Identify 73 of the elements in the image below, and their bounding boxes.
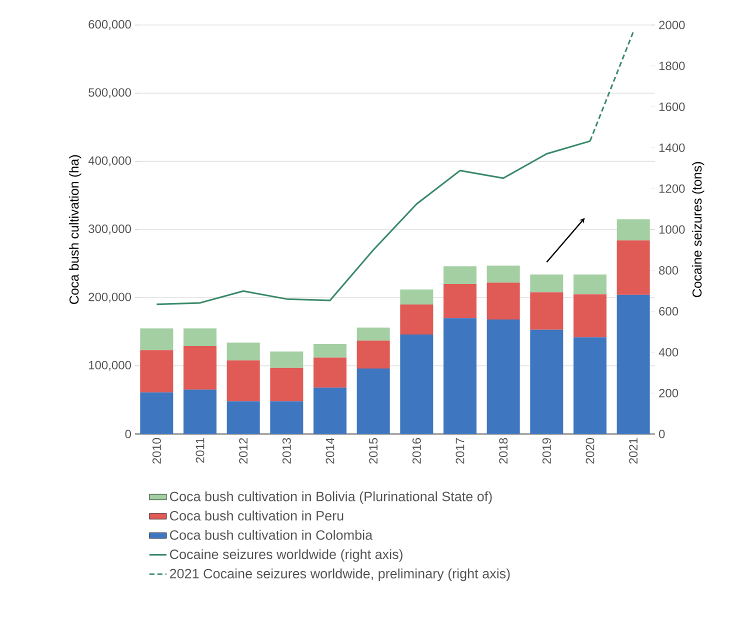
bar bbox=[486, 266, 520, 283]
bar bbox=[226, 342, 260, 360]
bar bbox=[226, 401, 260, 434]
bar bbox=[356, 328, 390, 341]
bar bbox=[444, 318, 476, 434]
bar bbox=[574, 274, 606, 294]
y-tick-label: 600,000 bbox=[88, 20, 131, 30]
bar bbox=[444, 284, 476, 318]
bar bbox=[486, 282, 520, 320]
legend-label: Coca bush cultivation in Bolivia (Plurinational State of) bbox=[170, 491, 492, 504]
x-tick-label: 2016 bbox=[412, 438, 421, 464]
y2-tick-label: 200 bbox=[659, 388, 678, 398]
bar bbox=[184, 346, 217, 390]
x-tick-label: 2020 bbox=[586, 438, 594, 464]
x-tick-label: 2021 bbox=[629, 438, 638, 464]
bar bbox=[314, 344, 347, 358]
y2-tick-label: 1000 bbox=[659, 225, 685, 234]
bar bbox=[140, 328, 174, 350]
y2-tick-label: 600 bbox=[659, 307, 678, 316]
bar bbox=[356, 340, 390, 369]
bar bbox=[486, 319, 520, 434]
bar bbox=[226, 360, 260, 402]
x-tick-label: 2015 bbox=[369, 438, 378, 464]
bar bbox=[184, 390, 217, 434]
x-tick-label: 2013 bbox=[282, 438, 291, 464]
y-tick-label: 100,000 bbox=[89, 360, 131, 371]
x-tick-label: 2010 bbox=[152, 438, 161, 464]
legend-label: 2021 Cocaine seizures worldwide, preliminary (right axis) bbox=[170, 568, 510, 582]
legend-label: Cocaine seizures worldwide (right axis) bbox=[170, 549, 402, 562]
y2-tick-label: 2000 bbox=[659, 20, 685, 30]
y2-tick-label: 1200 bbox=[659, 184, 685, 193]
bar bbox=[270, 352, 304, 368]
legend-label: Coca bush cultivation in Peru bbox=[170, 510, 344, 521]
x-tick-label: 2014 bbox=[326, 438, 334, 464]
y2-tick-label: 0 bbox=[659, 430, 665, 438]
bar bbox=[530, 292, 564, 330]
bar bbox=[616, 294, 650, 434]
y-axis-title: Coca bush cultivation (ha) bbox=[69, 155, 82, 304]
bar bbox=[314, 388, 347, 434]
bar bbox=[270, 401, 304, 434]
x-tick-label: 2011 bbox=[196, 438, 204, 463]
y2-tick-label: 800 bbox=[659, 266, 678, 275]
y-tick-label: 400,000 bbox=[88, 156, 131, 166]
bar bbox=[270, 368, 304, 402]
bar bbox=[574, 337, 606, 434]
legend-label: Coca bush cultivation in Colombia bbox=[170, 530, 373, 540]
x-tick-label: 2018 bbox=[499, 438, 508, 464]
y-tick-label: 300,000 bbox=[88, 224, 131, 234]
y2-axis-title: Cocaine seizures (tons) bbox=[692, 162, 704, 298]
bar bbox=[400, 289, 434, 304]
y2-tick-label: 400 bbox=[658, 348, 678, 356]
y-tick-label: 500,000 bbox=[88, 88, 131, 98]
x-tick-label: 2017 bbox=[456, 438, 464, 464]
bar bbox=[184, 328, 217, 346]
bar bbox=[530, 274, 564, 292]
x-tick-label: 2012 bbox=[239, 438, 248, 464]
bar bbox=[616, 219, 650, 240]
bar bbox=[140, 392, 174, 434]
y2-tick-label: 1400 bbox=[659, 143, 685, 152]
bar bbox=[616, 240, 650, 295]
x-tick-label: 2019 bbox=[542, 438, 551, 464]
bar bbox=[314, 358, 347, 388]
y-tick-label: 0 bbox=[125, 430, 132, 438]
bar bbox=[574, 294, 606, 338]
y2-tick-label: 1600 bbox=[659, 102, 685, 112]
bar bbox=[140, 350, 174, 392]
bar bbox=[530, 330, 564, 434]
bar bbox=[400, 304, 434, 334]
y-tick-label: 200,000 bbox=[88, 292, 131, 303]
bar bbox=[356, 368, 390, 434]
bar bbox=[400, 334, 434, 434]
bar bbox=[444, 266, 476, 284]
y2-tick-label: 1800 bbox=[659, 62, 685, 70]
